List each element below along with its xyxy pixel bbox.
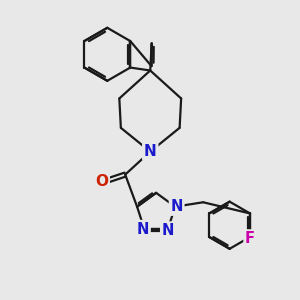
Text: F: F: [245, 231, 255, 246]
Text: N: N: [144, 144, 157, 159]
Text: N: N: [170, 199, 183, 214]
Text: N: N: [137, 222, 149, 237]
Text: O: O: [95, 174, 108, 189]
Text: N: N: [162, 223, 174, 238]
